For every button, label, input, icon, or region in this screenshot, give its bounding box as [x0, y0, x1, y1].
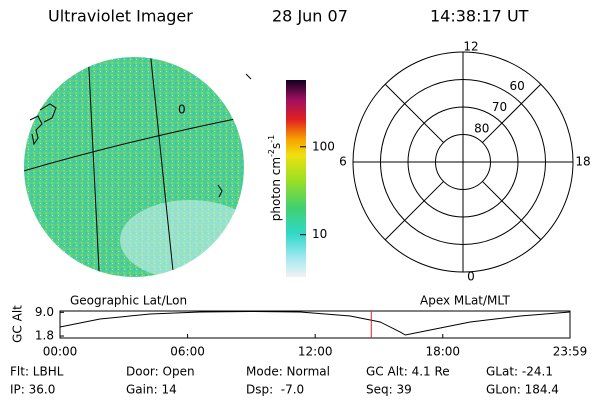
x-tick-label: 23:59 [553, 345, 588, 359]
status-field: Seq: 39 [366, 383, 412, 397]
mlt-label: 6 [339, 155, 347, 169]
colorbar-tick-label: 10 [312, 227, 327, 241]
timeline-right-title: Apex MLat/MLT [420, 294, 510, 308]
timeline-left-title: Geographic Lat/Lon [70, 294, 187, 308]
mlt-label: 12 [463, 40, 478, 54]
x-tick-label: 18:00 [425, 345, 460, 359]
footer: Flt: LBHL Door: Open Mode: Normal GC Alt: 4… [10, 365, 559, 397]
y-tick-label: 1.8 [35, 329, 54, 343]
ring-label: 80 [474, 121, 489, 135]
altitude-line [59, 310, 571, 336]
date: 28 Jun 07 [272, 7, 348, 26]
x-tick-label: 06:00 [170, 345, 205, 359]
mlt-label: 0 [467, 270, 475, 284]
y-axis-label: GC Alt [11, 305, 25, 343]
ring-label: 60 [510, 79, 525, 93]
status-field: GLat: -24.1 [486, 365, 553, 379]
colorbar: photon cm-2s-1 [267, 80, 306, 277]
polar-spoke [482, 181, 542, 241]
uv-map: 0 [24, 57, 252, 277]
time: 14:38:17 UT [430, 7, 529, 26]
x-tick-label: 00:00 [43, 345, 78, 359]
timeline: Geographic Lat/Lon Apex MLat/MLT GC Alt 9.0… [11, 294, 588, 359]
status-field: IP: 36.0 [10, 383, 55, 397]
status-field: Flt: LBHL [10, 365, 64, 379]
status-field: GC Alt: 4.1 Re [366, 365, 450, 379]
status-field: Mode: Normal [246, 365, 330, 379]
ring-label: 70 [492, 100, 507, 114]
status-field: Gain: 14 [126, 383, 177, 397]
polar-spoke [384, 181, 444, 241]
status-field: GLon: 184.4 [486, 383, 559, 397]
title: Ultraviolet Imager [48, 7, 193, 26]
x-tick-label: 12:00 [298, 345, 333, 359]
colorbar-tick-label: 100 [312, 139, 335, 153]
polar-spoke [482, 83, 542, 143]
colorbar-label: photon cm-2s-1 [267, 135, 283, 222]
status-field: Door: Open [126, 365, 195, 379]
polar-spoke [384, 83, 444, 143]
status-field: Dsp: -7.0 [246, 383, 304, 397]
mlt-label: 18 [575, 155, 590, 169]
map-label: 0 [178, 103, 186, 117]
y-tick-label: 9.0 [35, 305, 54, 319]
